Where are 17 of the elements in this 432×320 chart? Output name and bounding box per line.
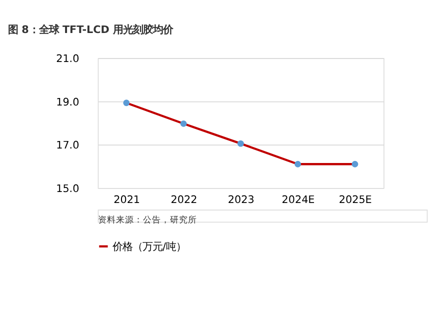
point bbox=[352, 160, 358, 168]
y-tick-label: 19.0 bbox=[56, 96, 80, 108]
x-tick-label: 2025E bbox=[338, 194, 372, 206]
x-tick-label: 2022 bbox=[170, 194, 198, 206]
x-tick-label: 2024E bbox=[282, 194, 315, 206]
legend-label: 价格（万元/吨） bbox=[112, 240, 186, 253]
point bbox=[294, 160, 302, 168]
point bbox=[237, 140, 244, 147]
y-tick-label: 17.0 bbox=[56, 140, 80, 152]
point bbox=[180, 120, 187, 127]
x-tick-label: 2021 bbox=[114, 194, 140, 206]
text: 资料来源：公告，研究所 bbox=[98, 214, 197, 226]
x-tick-label: 2023 bbox=[228, 194, 254, 206]
chart-title: 图 8：全球 TFT-LCD 用光刻胶均价 bbox=[8, 24, 174, 36]
y-tick-label: 21.0 bbox=[56, 52, 80, 65]
point bbox=[123, 100, 130, 106]
y-tick-label: 15.0 bbox=[56, 182, 80, 195]
